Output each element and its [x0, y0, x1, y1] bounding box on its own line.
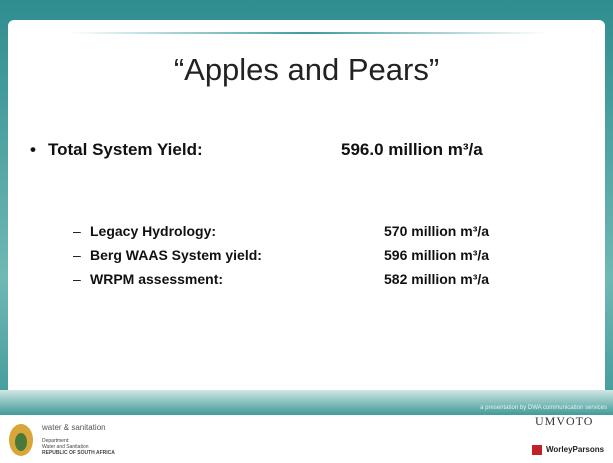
bullet-label: Total System Yield:	[48, 140, 203, 159]
sub-value: 582 million m³/a	[384, 271, 490, 287]
sub-label: Berg WAAS System yield:	[90, 247, 262, 263]
footer-band	[0, 390, 613, 415]
dash: –	[73, 247, 81, 263]
footer	[0, 415, 613, 463]
dept-name: water & sanitation	[42, 423, 106, 432]
slide-title: “Apples and Pears”	[173, 52, 440, 87]
dash: –	[73, 271, 81, 287]
credit: a presentation by DWA communication serv…	[480, 405, 607, 411]
dept-line: Department:	[42, 438, 70, 444]
dept-line: Water and Sanitation	[42, 444, 89, 450]
sub-label: Legacy Hydrology:	[90, 223, 217, 239]
sub-value: 570 million m³/a	[384, 223, 490, 239]
partner-logo: WorleyParsons	[546, 445, 605, 454]
dept-line: REPUBLIC OF SOUTH AFRICA	[42, 450, 115, 456]
bullet-dot: •	[30, 140, 36, 159]
sub-value: 596 million m³/a	[384, 247, 490, 263]
sub-label: WRPM assessment:	[90, 271, 224, 287]
bullet-value: 596.0 million m³/a	[341, 140, 483, 159]
dash: –	[73, 223, 81, 239]
partner-logo: UMVOTO	[535, 414, 594, 428]
partner-icon	[532, 445, 542, 455]
top-rule	[68, 32, 548, 34]
content-area	[8, 20, 605, 390]
coat-of-arms	[9, 424, 33, 456]
